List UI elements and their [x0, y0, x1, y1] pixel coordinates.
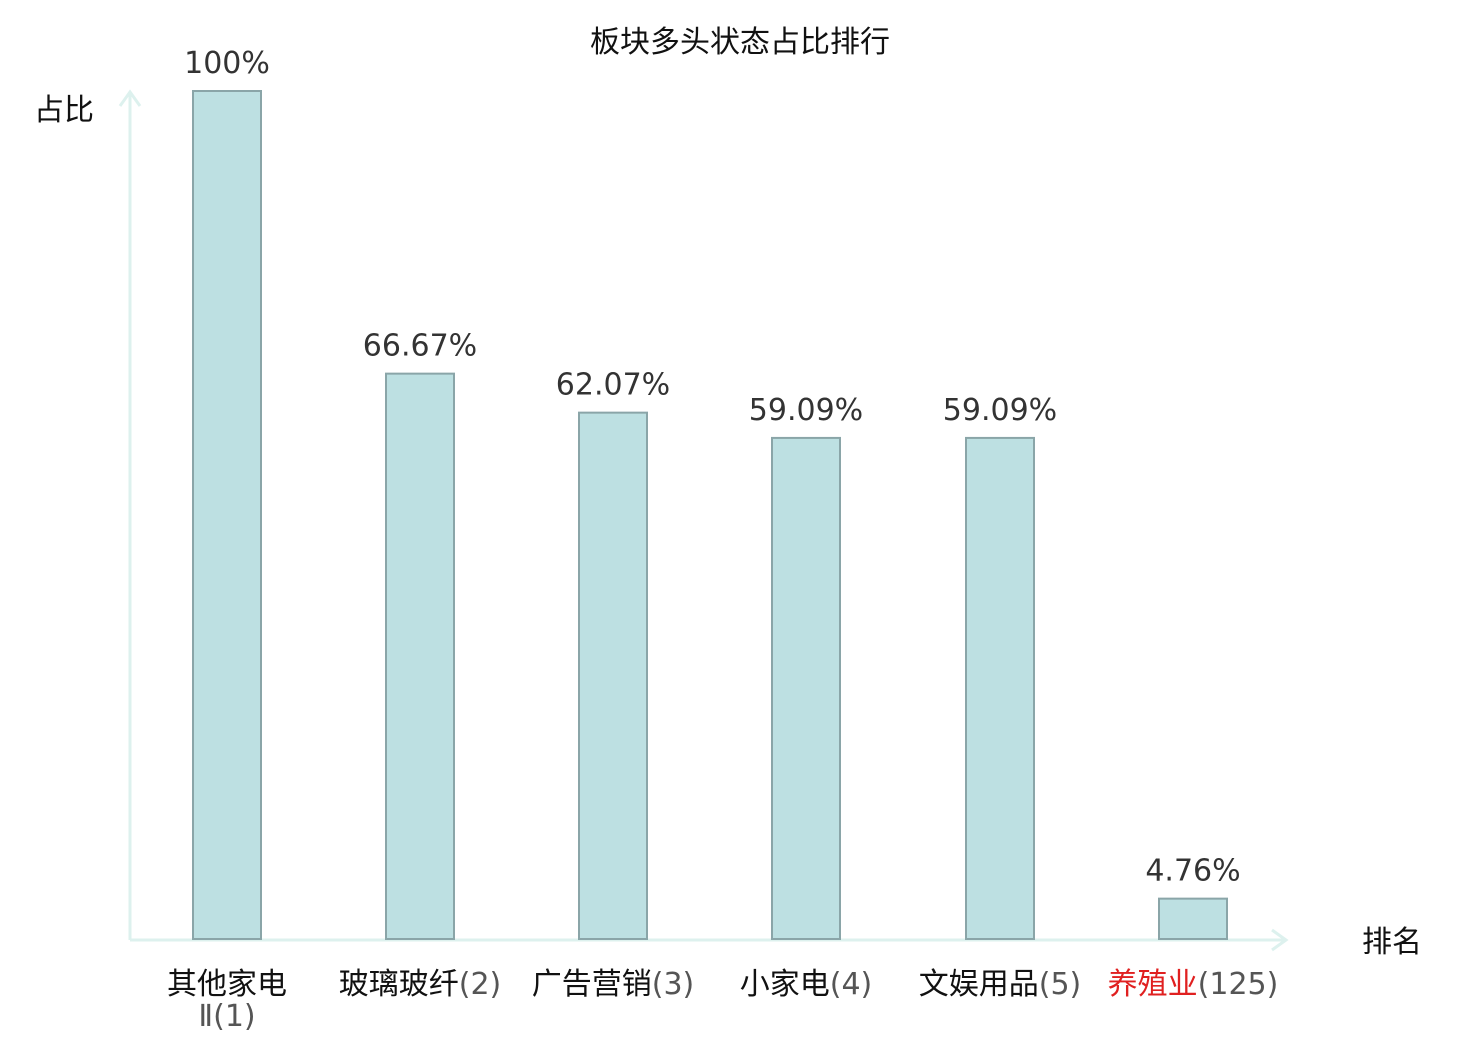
tick-rank: (4): [830, 967, 873, 1002]
tick-rank: (1): [213, 999, 256, 1034]
data-label: 66.67%: [363, 329, 477, 364]
data-label: 59.09%: [749, 393, 863, 428]
x-axis-arrow: [1271, 928, 1289, 952]
chart-title: 板块多头状态占比排行: [590, 25, 890, 60]
tick-label: 养殖业(125): [1108, 967, 1279, 1002]
tick-label-line2: Ⅱ(1): [198, 999, 255, 1034]
bar: [578, 411, 648, 940]
tick-rank: (125): [1198, 967, 1279, 1002]
bar: [385, 372, 455, 940]
tick-label: 玻璃玻纤(2): [339, 967, 502, 1002]
y-axis-arrow: [118, 89, 142, 107]
value-labels: 100% 66.67% 62.07% 59.09% 59.09% 4.76%: [184, 46, 1241, 889]
tick-rank: (2): [459, 967, 502, 1002]
tick-name: 养殖业: [1108, 967, 1198, 1002]
tick-name: 玻璃玻纤: [339, 967, 459, 1002]
data-label: 59.09%: [943, 393, 1057, 428]
bar: [771, 436, 841, 940]
tick-rank: (3): [652, 967, 695, 1002]
axes: [118, 89, 1289, 952]
bars: [192, 90, 1228, 940]
tick-name: 文娱用品: [919, 967, 1039, 1002]
data-label: 4.76%: [1145, 854, 1240, 889]
x-axis-label: 排名: [1362, 925, 1422, 960]
bar: [192, 90, 262, 940]
y-axis-label: 占比: [34, 93, 94, 128]
data-label: 62.07%: [556, 368, 670, 403]
bar: [965, 436, 1035, 940]
tick-label: 广告营销(3): [532, 967, 695, 1002]
tick-label: 文娱用品(5): [919, 967, 1082, 1002]
tick-name: 广告营销: [532, 967, 652, 1002]
tick-label: 其他家电: [167, 967, 287, 1002]
tick-label-suffix: Ⅱ: [198, 999, 213, 1034]
tick-rank: (5): [1039, 967, 1082, 1002]
tick-label: 小家电(4): [740, 967, 873, 1002]
data-label: 100%: [184, 46, 270, 81]
tick-name: 小家电: [740, 967, 830, 1002]
bar: [1158, 897, 1228, 940]
